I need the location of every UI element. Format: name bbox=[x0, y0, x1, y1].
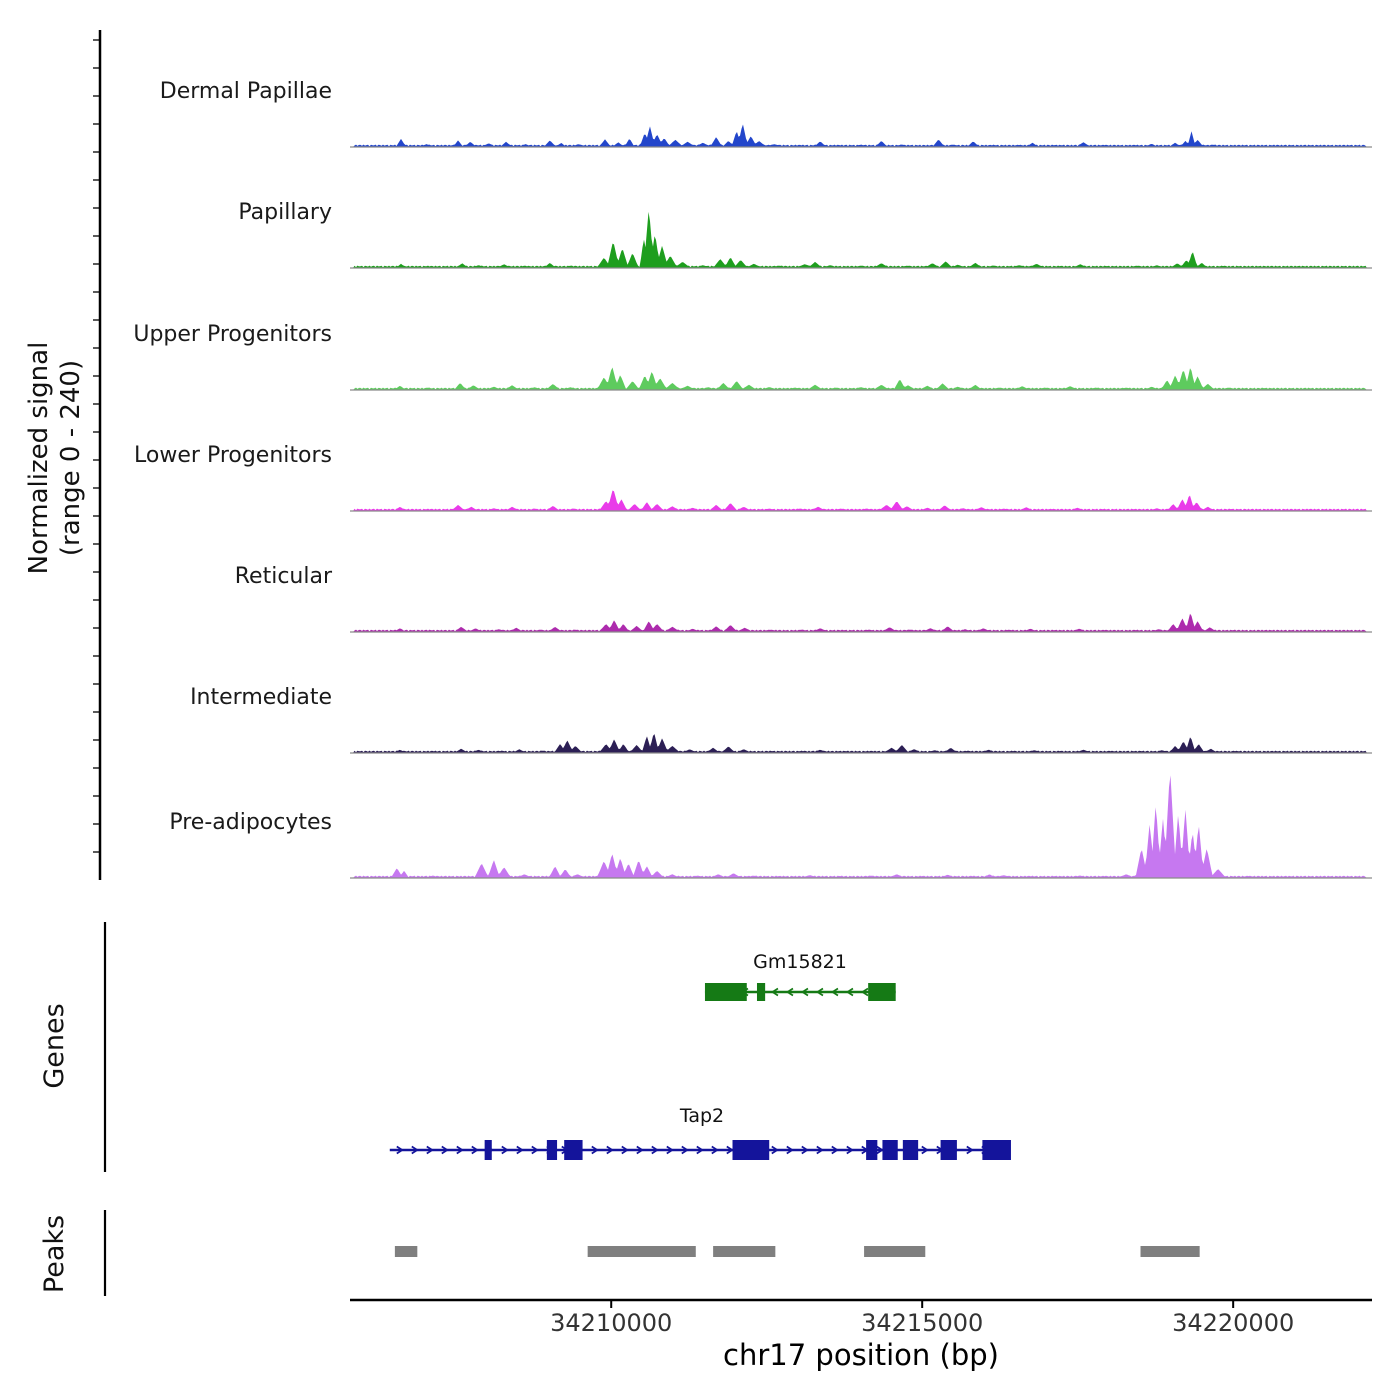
x-tick-label: 34210000 bbox=[550, 1309, 672, 1337]
strand-arrow-icon bbox=[606, 1145, 614, 1155]
strand-arrow-icon bbox=[726, 1145, 734, 1155]
gene-model-gm15821 bbox=[704, 983, 896, 1001]
peak-region bbox=[713, 1246, 776, 1257]
track-label-lower-progenitors: Lower Progenitors bbox=[134, 443, 332, 468]
strand-arrow-icon bbox=[636, 1145, 644, 1155]
peak-region bbox=[394, 1246, 418, 1257]
gene-model-tap2 bbox=[389, 1140, 1011, 1160]
signal-area bbox=[350, 490, 1370, 511]
strand-arrow-icon bbox=[846, 1145, 854, 1155]
peaks-section-label: Peaks bbox=[39, 1214, 70, 1294]
strand-arrow-icon bbox=[696, 1145, 704, 1155]
exon bbox=[484, 1140, 492, 1160]
signal-area bbox=[350, 367, 1370, 390]
exon bbox=[704, 983, 747, 1001]
strand-arrow-icon bbox=[845, 987, 854, 997]
peak-region bbox=[587, 1246, 696, 1257]
strand-arrow-icon bbox=[876, 1145, 884, 1155]
genes-section-label: Genes bbox=[39, 1003, 70, 1089]
exon bbox=[868, 983, 896, 1001]
strand-arrow-icon bbox=[830, 987, 839, 997]
exon bbox=[882, 1140, 898, 1160]
strand-arrow-icon bbox=[770, 987, 779, 997]
strand-arrow-icon bbox=[651, 1145, 659, 1155]
x-axis-title: chr17 position (bp) bbox=[723, 1338, 999, 1372]
strand-arrow-icon bbox=[711, 1145, 719, 1155]
strand-arrow-icon bbox=[516, 1145, 524, 1155]
track-label-upper-progenitors: Upper Progenitors bbox=[133, 322, 332, 347]
signal-area bbox=[350, 734, 1370, 753]
strand-arrow-icon bbox=[966, 1145, 974, 1155]
strand-arrow-icon bbox=[800, 987, 809, 997]
track-label-pre-adipocytes: Pre-adipocytes bbox=[169, 810, 332, 835]
signal-area bbox=[350, 775, 1370, 878]
exon bbox=[902, 1140, 919, 1160]
strand-arrow-icon bbox=[816, 1145, 824, 1155]
strand-arrow-icon bbox=[441, 1145, 449, 1155]
exon bbox=[940, 1140, 957, 1160]
peak-region bbox=[864, 1246, 926, 1257]
strand-arrow-icon bbox=[860, 987, 869, 997]
strand-arrow-icon bbox=[411, 1145, 419, 1155]
exon bbox=[866, 1140, 878, 1160]
strand-arrow-icon bbox=[831, 1145, 839, 1155]
signal-track-5 bbox=[350, 734, 1372, 754]
track-label-reticular: Reticular bbox=[234, 564, 332, 589]
signal-track-6 bbox=[350, 775, 1372, 879]
strand-arrow-icon bbox=[921, 1145, 929, 1155]
signal-track-2 bbox=[350, 367, 1372, 391]
signal-area bbox=[350, 124, 1370, 147]
peak-region bbox=[1140, 1246, 1200, 1257]
strand-arrow-icon bbox=[771, 1145, 779, 1155]
track-label-intermediate: Intermediate bbox=[190, 685, 332, 710]
x-tick-label: 34220000 bbox=[1172, 1309, 1294, 1337]
strand-arrow-icon bbox=[501, 1145, 509, 1155]
track-label-dermal-papillae: Dermal Papillae bbox=[159, 79, 332, 104]
strand-arrow-icon bbox=[621, 1145, 629, 1155]
exon bbox=[546, 1140, 558, 1160]
exon bbox=[732, 1140, 770, 1160]
gene-label-tap2: Tap2 bbox=[679, 1105, 725, 1127]
strand-arrow-icon bbox=[681, 1145, 689, 1155]
exon bbox=[756, 983, 766, 1001]
strand-arrow-icon bbox=[471, 1145, 479, 1155]
strand-arrow-icon bbox=[426, 1145, 434, 1155]
strand-arrow-icon bbox=[786, 1145, 794, 1155]
strand-arrow-icon bbox=[591, 1145, 599, 1155]
signal-track-3 bbox=[350, 490, 1372, 512]
strand-arrow-icon bbox=[666, 1145, 674, 1155]
strand-arrow-icon bbox=[815, 987, 824, 997]
x-tick-label: 34215000 bbox=[861, 1309, 983, 1337]
signal-area bbox=[350, 613, 1370, 632]
signal-track-0 bbox=[350, 124, 1372, 148]
exon bbox=[564, 1140, 583, 1160]
strand-arrow-icon bbox=[396, 1145, 404, 1155]
strand-arrow-icon bbox=[456, 1145, 464, 1155]
exon bbox=[982, 1140, 1011, 1160]
strand-arrow-icon bbox=[531, 1145, 539, 1155]
strand-arrow-icon bbox=[785, 987, 794, 997]
track-label-papillary: Papillary bbox=[238, 200, 332, 225]
signal-track-1 bbox=[350, 211, 1372, 269]
gene-label-gm15821: Gm15821 bbox=[753, 951, 847, 973]
signal-track-4 bbox=[350, 613, 1372, 633]
signal-area bbox=[350, 211, 1370, 268]
strand-arrow-icon bbox=[801, 1145, 809, 1155]
